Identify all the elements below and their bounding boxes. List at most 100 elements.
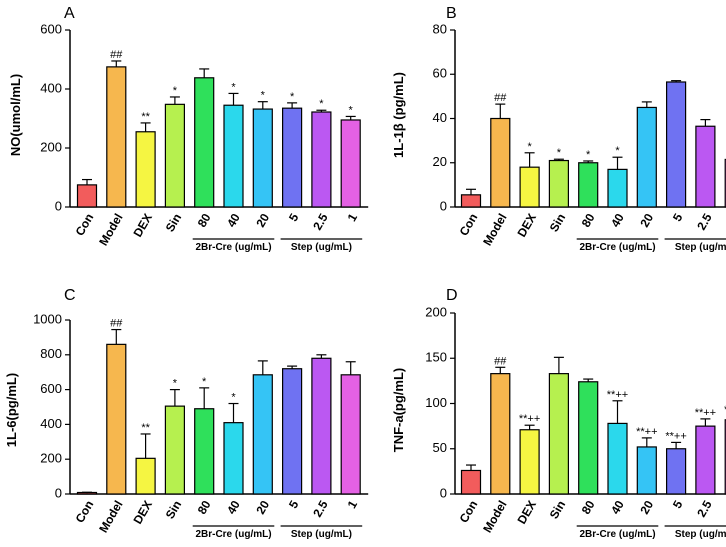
significance-label: * xyxy=(349,104,354,116)
x-tick-label: Sin xyxy=(547,498,568,521)
panel-letter: A xyxy=(64,5,75,22)
bar-7 xyxy=(252,108,273,208)
significance-label: ## xyxy=(494,92,507,104)
x-tick-label: 40 xyxy=(224,211,243,230)
x-tick-label: 1 xyxy=(345,211,361,224)
x-tick-label: 2.5 xyxy=(310,211,331,233)
x-tick-label: Model xyxy=(96,498,125,535)
significance-label: * xyxy=(231,392,236,404)
significance-label: **++ xyxy=(636,426,657,438)
x-tick-label: 1 xyxy=(345,498,361,511)
significance-label: ## xyxy=(110,49,123,61)
x-tick-label: 2.5 xyxy=(310,498,331,520)
bar-3 xyxy=(135,457,156,495)
bar-5 xyxy=(578,381,599,495)
group-label: Step (ug/mL) xyxy=(675,242,726,253)
y-tick-label: 1000 xyxy=(33,311,62,326)
significance-label: **++ xyxy=(607,389,628,401)
group-label: Step (ug/mL) xyxy=(675,529,726,540)
bar-2 xyxy=(106,66,127,208)
x-tick-label: Sin xyxy=(163,211,184,234)
significance-label: * xyxy=(615,145,620,157)
y-tick-label: 60 xyxy=(433,66,447,81)
panel-letter: B xyxy=(446,5,457,22)
x-tick-label: Con xyxy=(73,211,97,238)
bar-1 xyxy=(460,194,482,208)
bar-5 xyxy=(578,162,599,208)
y-tick-label: 400 xyxy=(40,416,62,431)
x-tick-label: 20 xyxy=(637,498,656,517)
significance-label: * xyxy=(231,81,236,93)
x-tick-label: DEX xyxy=(130,211,154,239)
bar-8 xyxy=(665,448,687,495)
bar-10 xyxy=(340,119,361,208)
x-tick-label: Con xyxy=(457,498,481,525)
y-tick-label: 600 xyxy=(40,381,62,396)
significance-label: * xyxy=(290,91,295,103)
bar-6 xyxy=(223,422,244,495)
y-tick-label: 80 xyxy=(433,21,447,36)
bar-6 xyxy=(223,104,244,208)
y-tick-label: 100 xyxy=(425,395,447,410)
group-label: 2Br-Cre (ug/mL) xyxy=(579,242,655,253)
bar-1 xyxy=(460,469,482,495)
bar-4 xyxy=(164,103,185,208)
significance-label: * xyxy=(173,85,178,97)
bar-6 xyxy=(607,168,628,208)
x-tick-label: 20 xyxy=(253,498,272,517)
bar-3 xyxy=(135,131,156,208)
bar-8 xyxy=(282,107,303,208)
x-tick-label: Sin xyxy=(163,498,184,521)
y-tick-label: 50 xyxy=(433,440,447,455)
bar-7 xyxy=(636,106,657,208)
bar-8 xyxy=(282,368,303,495)
bar-4 xyxy=(548,159,570,208)
y-tick-label: 800 xyxy=(40,346,62,361)
significance-label: * xyxy=(527,141,532,153)
bar-3 xyxy=(519,429,540,495)
y-tick-label: 40 xyxy=(433,110,447,125)
y-tick-label: 0 xyxy=(55,198,62,213)
group-label: Step (ug/mL) xyxy=(291,529,352,540)
bar-9 xyxy=(311,357,332,495)
bar-10 xyxy=(340,374,361,495)
x-tick-label: 80 xyxy=(579,211,598,230)
group-label: 2Br-Cre (ug/mL) xyxy=(195,529,271,540)
significance-label: * xyxy=(173,378,178,390)
bar-6 xyxy=(607,422,628,495)
panel-letter: C xyxy=(64,287,76,304)
group-label: 2Br-Cre (ug/mL) xyxy=(195,242,271,253)
x-tick-label: Model xyxy=(96,211,125,248)
bar-4 xyxy=(164,405,185,495)
y-tick-label: 0 xyxy=(440,198,447,213)
bar-3 xyxy=(519,166,540,208)
x-tick-label: 40 xyxy=(224,498,243,517)
bar-8 xyxy=(665,81,687,208)
significance-label: * xyxy=(261,90,266,102)
x-tick-label: 80 xyxy=(579,498,598,517)
x-tick-label: 5 xyxy=(670,498,686,511)
y-tick-label: 600 xyxy=(40,21,62,36)
x-tick-label: 40 xyxy=(608,211,627,230)
significance-label: ## xyxy=(494,355,507,367)
x-tick-label: DEX xyxy=(514,498,538,526)
y-tick-label: 20 xyxy=(433,154,447,169)
x-tick-label: 5 xyxy=(286,498,302,511)
bar-2 xyxy=(490,373,511,495)
x-tick-label: Sin xyxy=(547,211,568,234)
x-tick-label: 5 xyxy=(670,211,686,224)
bar-2 xyxy=(106,343,127,495)
significance-label: ## xyxy=(110,318,123,330)
x-tick-label: 20 xyxy=(253,211,272,230)
x-tick-label: 40 xyxy=(608,498,627,517)
group-label: 2Br-Cre (ug/mL) xyxy=(579,529,655,540)
bar-9 xyxy=(695,125,716,208)
x-tick-label: DEX xyxy=(130,498,154,526)
significance-label: * xyxy=(202,376,207,388)
y-axis-label: TNF-a(pg/mL) xyxy=(391,368,406,452)
bar-9 xyxy=(695,425,716,495)
x-tick-label: 20 xyxy=(637,211,656,230)
y-axis-label: 1L-6(pg/mL) xyxy=(4,373,19,447)
chart-panel-d: D TNF-a(pg/mL) 0 50 100 150 200 Con ## Model **++ D… xyxy=(391,287,726,540)
